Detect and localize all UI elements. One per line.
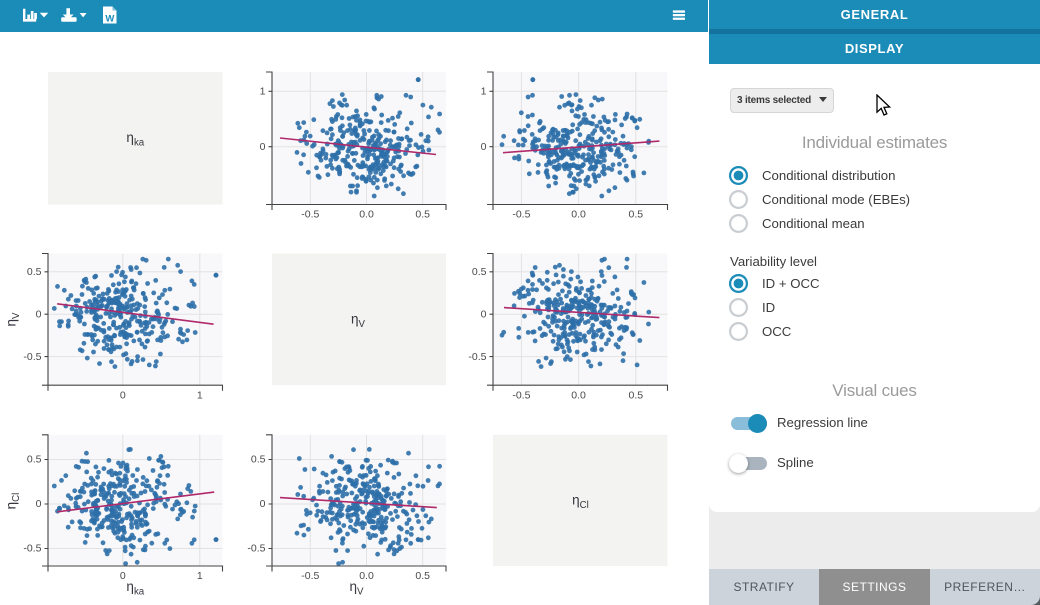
svg-text:ηka: ηka <box>126 579 144 598</box>
svg-text:ηCl: ηCl <box>4 493 23 510</box>
svg-text:0: 0 <box>481 308 487 320</box>
svg-text:1: 1 <box>481 86 487 98</box>
svg-text:-0.5: -0.5 <box>512 389 530 401</box>
svg-text:0: 0 <box>120 570 126 582</box>
svg-text:-0.5: -0.5 <box>301 570 319 582</box>
svg-text:0.0: 0.0 <box>571 389 586 401</box>
svg-text:-0.5: -0.5 <box>247 543 265 555</box>
svg-text:0.5: 0.5 <box>251 454 266 466</box>
svg-text:0: 0 <box>260 141 266 153</box>
svg-text:0: 0 <box>120 389 126 401</box>
svg-text:1: 1 <box>197 389 203 401</box>
svg-text:0.5: 0.5 <box>628 209 643 221</box>
svg-text:1: 1 <box>260 86 266 98</box>
svg-text:0.5: 0.5 <box>415 570 430 582</box>
svg-text:W: W <box>105 13 114 24</box>
svg-text:0: 0 <box>36 308 42 320</box>
svg-text:-0.5: -0.5 <box>23 543 41 555</box>
svg-text:0: 0 <box>260 498 266 510</box>
svg-text:0.0: 0.0 <box>359 209 374 221</box>
svg-text:1: 1 <box>197 570 203 582</box>
svg-text:-0.5: -0.5 <box>512 209 530 221</box>
svg-text:0: 0 <box>481 141 487 153</box>
svg-text:0.5: 0.5 <box>628 389 643 401</box>
svg-text:-0.5: -0.5 <box>301 209 319 221</box>
svg-text:0.5: 0.5 <box>27 266 42 278</box>
svg-text:0.5: 0.5 <box>472 266 487 278</box>
svg-text:-0.5: -0.5 <box>23 351 41 363</box>
svg-text:-0.5: -0.5 <box>468 351 486 363</box>
svg-text:0: 0 <box>36 498 42 510</box>
svg-text:0.0: 0.0 <box>359 570 374 582</box>
svg-text:0.5: 0.5 <box>415 209 430 221</box>
svg-text:0.0: 0.0 <box>571 209 586 221</box>
svg-text:ηV: ηV <box>4 312 23 327</box>
svg-text:0.5: 0.5 <box>27 454 42 466</box>
